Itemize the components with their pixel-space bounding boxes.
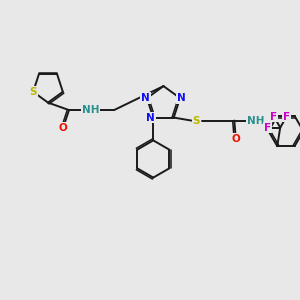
Text: NH: NH <box>247 116 265 126</box>
Text: NH: NH <box>82 105 99 115</box>
Text: F: F <box>264 122 271 133</box>
Text: S: S <box>29 87 37 97</box>
Text: N: N <box>177 93 186 103</box>
Text: N: N <box>141 93 150 103</box>
Text: O: O <box>58 123 68 133</box>
Text: F: F <box>270 112 278 122</box>
Text: N: N <box>146 112 155 123</box>
Text: O: O <box>232 134 240 144</box>
Text: F: F <box>283 112 290 122</box>
Text: S: S <box>193 116 200 126</box>
